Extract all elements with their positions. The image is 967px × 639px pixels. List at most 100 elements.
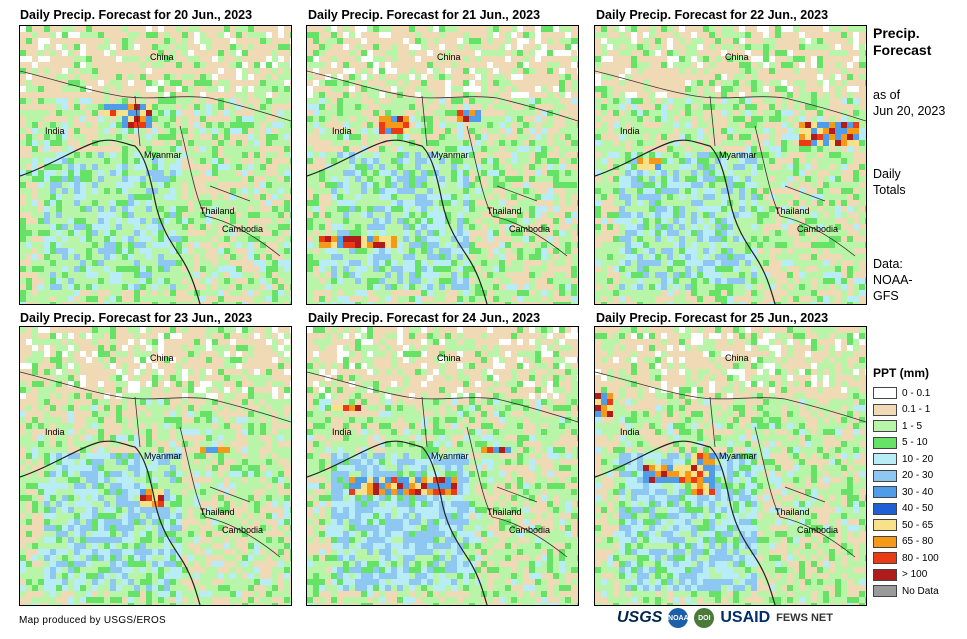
country-label-thailand: Thailand [775, 507, 810, 517]
legend-swatch [873, 486, 897, 498]
legend-label: No Data [902, 585, 939, 597]
country-label-india: India [332, 427, 352, 437]
precip-map: China India Myanmar Thailand Cambodia [306, 25, 579, 305]
country-borders [20, 371, 291, 558]
legend-swatch [873, 502, 897, 515]
legend-swatch [873, 568, 897, 581]
country-label-china: China [150, 52, 174, 62]
precip-map: China India Myanmar Thailand Cambodia [594, 326, 867, 606]
totals-note: Daily Totals [873, 166, 906, 198]
legend-label: 80 - 100 [902, 552, 939, 564]
precip-grid [20, 327, 291, 605]
legend-item: 0 - 0.1 [873, 385, 939, 401]
ppt-legend: PPT (mm) 0 - 0.1 0.1 - 1 1 - 5 5 - 10 10 - 2… [873, 366, 939, 600]
doi-logo: DOI [694, 608, 715, 628]
legend-swatch [873, 552, 897, 564]
country-label-india: India [45, 126, 65, 136]
country-label-india: India [332, 126, 352, 136]
totals-line: Totals [873, 183, 906, 197]
legend-swatch [873, 535, 897, 548]
legend-item: 30 - 40 [873, 484, 939, 500]
legend-label: 20 - 30 [902, 470, 934, 481]
country-borders [20, 70, 291, 257]
country-label-myanmar: Myanmar [431, 451, 469, 461]
legend-label: 1 - 5 [902, 420, 923, 432]
country-label-thailand: Thailand [487, 206, 522, 216]
country-label-china: China [725, 353, 749, 363]
panel-title: Daily Precip. Forecast for 23 Jun., 2023 [20, 311, 253, 325]
legend-item: 20 - 30 [873, 468, 939, 484]
precip-map: China India Myanmar Thailand Cambodia [594, 25, 867, 305]
country-label-thailand: Thailand [200, 206, 235, 216]
country-label-cambodia: Cambodia [509, 525, 551, 535]
data-line: NOAA- [873, 273, 913, 287]
legend-label: 0 - 0.1 [902, 387, 931, 399]
country-borders [307, 70, 578, 257]
country-label-myanmar: Myanmar [719, 451, 757, 461]
country-label-india: India [620, 427, 640, 437]
legend-swatch [873, 469, 897, 482]
data-line: Data: [873, 257, 903, 271]
country-label-myanmar: Myanmar [719, 150, 757, 160]
legend-label: 40 - 50 [902, 503, 934, 514]
map-credit: Map produced by USGS/EROS [19, 615, 167, 626]
legend-label: 50 - 65 [902, 519, 934, 531]
country-label-china: China [437, 52, 461, 62]
panel-title: Daily Precip. Forecast for 22 Jun., 2023 [596, 8, 829, 22]
asof-line: as of [873, 88, 901, 102]
coastline [307, 440, 488, 605]
fews-net-logo: FEWS NET [776, 612, 833, 624]
title-line: Forecast [873, 42, 932, 58]
country-label-thailand: Thailand [775, 206, 810, 216]
legend-item: 80 - 100 [873, 550, 939, 566]
country-label-myanmar: Myanmar [431, 150, 469, 160]
as-of-date: as of Jun 20, 2023 [873, 87, 945, 119]
noaa-logo: NOAA [668, 608, 689, 628]
panel-title: Daily Precip. Forecast for 24 Jun., 2023 [308, 311, 541, 325]
precip-grid [20, 26, 291, 304]
title-line: Precip. [873, 25, 920, 41]
legend-swatch [873, 420, 897, 432]
precip-map: China India Myanmar Thailand Cambodia [19, 25, 292, 305]
legend-swatch [873, 403, 897, 416]
legend-label: 10 - 20 [902, 453, 934, 465]
legend-title: PPT (mm) [873, 366, 930, 380]
country-label-china: China [150, 353, 174, 363]
data-source: Data: NOAA- GFS [873, 256, 913, 304]
precip-grid [307, 26, 578, 304]
country-borders [595, 70, 866, 257]
legend-swatch [873, 453, 897, 465]
coastline [595, 139, 776, 304]
usaid-logo: USAID [720, 609, 771, 626]
agency-logos: USGS NOAA DOI USAID FEWS NET [617, 608, 833, 628]
legend-swatch [873, 519, 897, 531]
country-label-india: India [620, 126, 640, 136]
country-label-thailand: Thailand [487, 507, 522, 517]
country-label-cambodia: Cambodia [797, 224, 839, 234]
country-label-cambodia: Cambodia [509, 224, 551, 234]
usgs-logo: USGS [617, 609, 663, 626]
legend-label: > 100 [902, 569, 928, 580]
coastline [20, 139, 201, 304]
legend-label: 0.1 - 1 [902, 404, 931, 415]
legend-label: 5 - 10 [902, 437, 928, 448]
panel-title: Daily Precip. Forecast for 20 Jun., 2023 [20, 8, 253, 22]
coastline [20, 440, 201, 605]
legend-label: 30 - 40 [902, 486, 934, 498]
legend-swatch [873, 387, 897, 399]
legend-item: 5 - 10 [873, 435, 939, 451]
coastline [595, 440, 776, 605]
country-label-cambodia: Cambodia [222, 224, 264, 234]
panel-title: Daily Precip. Forecast for 21 Jun., 2023 [308, 8, 541, 22]
country-label-myanmar: Myanmar [144, 150, 182, 160]
legend-item: 40 - 50 [873, 501, 939, 517]
country-label-thailand: Thailand [200, 507, 235, 517]
precip-grid [595, 26, 866, 304]
country-label-china: China [437, 353, 461, 363]
legend-item: No Data [873, 583, 939, 599]
country-label-cambodia: Cambodia [797, 525, 839, 535]
legend-label: 65 - 80 [902, 536, 934, 547]
country-label-india: India [45, 427, 65, 437]
precip-grid [307, 327, 578, 605]
totals-line: Daily [873, 167, 901, 181]
